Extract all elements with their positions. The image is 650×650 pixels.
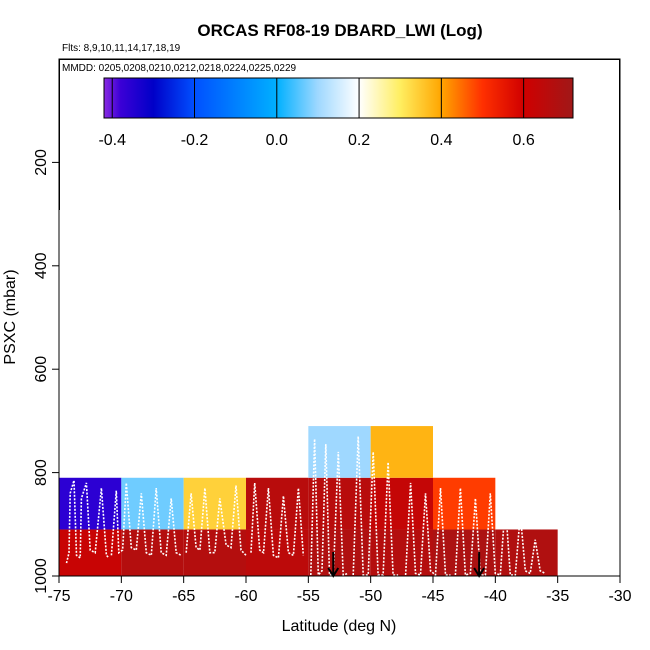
flight-track-5 bbox=[352, 436, 399, 576]
heatmap-cell-3 bbox=[246, 529, 309, 576]
x-tick-label-4: -55 bbox=[297, 588, 320, 605]
x-tick-label-6: -45 bbox=[421, 588, 444, 605]
x-tick-label-3: -60 bbox=[234, 588, 257, 605]
heatmap-cell-2 bbox=[183, 529, 246, 576]
colorbar-ticks: -0.4 -0.2 0.0 0.2 0.4 0.6 bbox=[98, 78, 535, 149]
x-tick-label-1: -70 bbox=[110, 588, 133, 605]
y-axis-label: PSXC (mbar) bbox=[2, 269, 19, 364]
colorbar-gradient bbox=[103, 77, 574, 119]
x-tick-label-0: -75 bbox=[47, 588, 70, 605]
heatmap-cell-7 bbox=[495, 529, 558, 576]
colorbar-tick-label-0: -0.4 bbox=[98, 132, 126, 149]
colorbar-tick-label-2: 0.0 bbox=[266, 132, 288, 149]
x-axis: -75 -70 -65 -60 -55 -50 -45 -40 -35 -30 bbox=[47, 576, 632, 605]
x-axis-label: Latitude (deg N) bbox=[282, 618, 397, 635]
colorbar-tick-label-3: 0.2 bbox=[348, 132, 370, 149]
flight-track-1 bbox=[110, 482, 182, 557]
flight-track-0 bbox=[65, 480, 110, 564]
heatmap-cell-9 bbox=[121, 477, 184, 530]
heatmap-cell-4 bbox=[308, 529, 371, 576]
x-tick-label-2: -65 bbox=[172, 588, 195, 605]
y-tick-label-3: 800 bbox=[33, 459, 50, 486]
flights-subtitle: Flts: 8,9,10,11,14,17,18,19 bbox=[62, 43, 181, 54]
flight-track-3 bbox=[250, 482, 305, 560]
y-tick-label-2: 600 bbox=[33, 356, 50, 383]
heatmap-cell-5 bbox=[370, 529, 433, 576]
flight-track-2 bbox=[185, 485, 247, 556]
x-tick-label-5: -50 bbox=[359, 588, 382, 605]
chart-title: ORCAS RF08-19 DBARD_LWI (Log) bbox=[197, 21, 482, 40]
flight-track-4 bbox=[310, 438, 349, 578]
heatmap-cell-8 bbox=[59, 477, 122, 530]
plot-area bbox=[59, 426, 558, 578]
y-axis: 200 400 600 800 1000 bbox=[33, 149, 59, 594]
colorbar-tick-label-4: 0.4 bbox=[430, 132, 452, 149]
x-tick-label-8: -35 bbox=[546, 588, 569, 605]
heatmap-cell-16 bbox=[370, 426, 433, 478]
x-tick-label-7: -40 bbox=[484, 588, 507, 605]
heatmap-cells bbox=[59, 426, 558, 576]
dates-subtitle: MMDD: 0205,0208,0210,0212,0218,0224,0225… bbox=[62, 63, 297, 74]
heatmap-cell-14 bbox=[433, 477, 496, 530]
colorbar-tick-label-5: 0.6 bbox=[513, 132, 535, 149]
y-tick-label-0: 200 bbox=[33, 149, 50, 176]
y-tick-label-1: 400 bbox=[33, 252, 50, 279]
flight-track-7 bbox=[454, 488, 546, 577]
y-tick-label-4: 1000 bbox=[33, 558, 50, 594]
flight-tracks bbox=[65, 436, 546, 578]
heatmap-cell-13 bbox=[370, 477, 433, 530]
colorbar-tick-label-1: -0.2 bbox=[181, 132, 209, 149]
x-tick-label-9: -30 bbox=[608, 588, 631, 605]
flight-track-6 bbox=[404, 482, 451, 577]
